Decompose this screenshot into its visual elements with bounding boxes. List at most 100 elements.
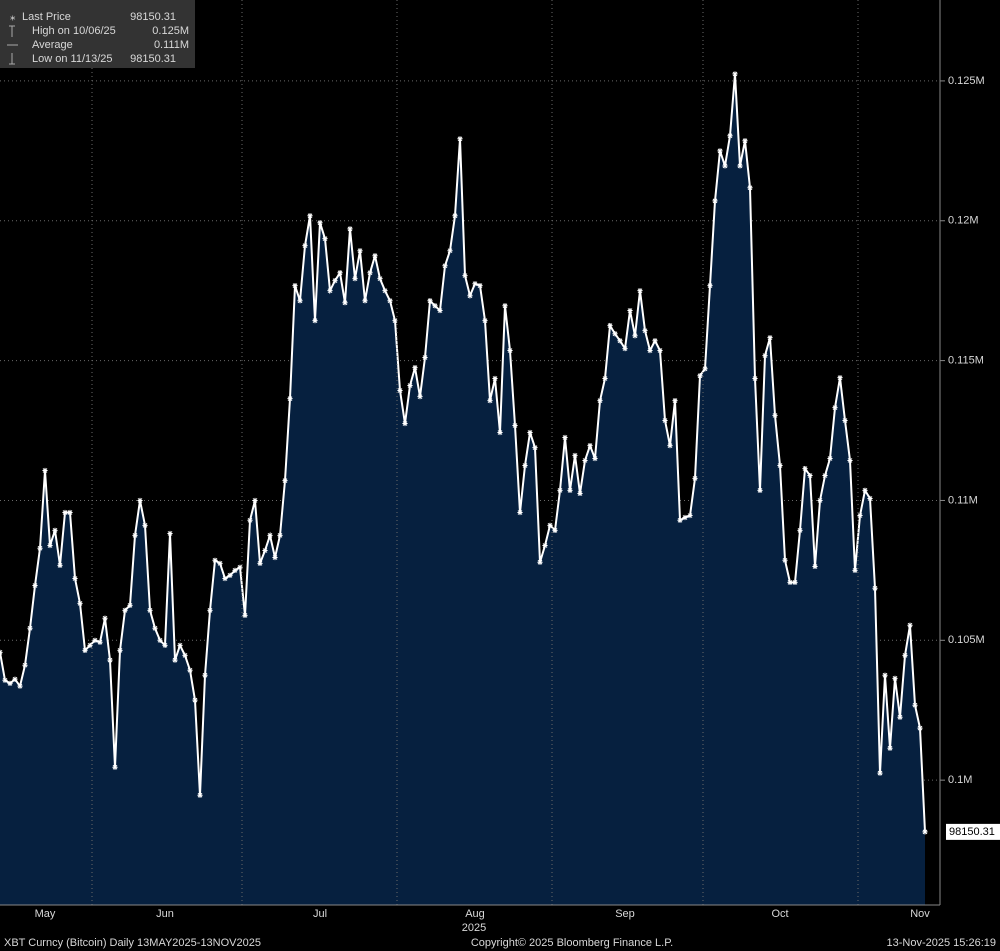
point-marker	[417, 394, 423, 400]
point-marker	[452, 213, 458, 219]
point-marker	[742, 138, 748, 144]
point-marker	[262, 547, 268, 554]
point-marker	[32, 582, 38, 589]
point-marker	[437, 307, 443, 314]
point-marker	[482, 318, 488, 324]
point-marker	[392, 318, 398, 324]
point-marker	[542, 542, 548, 549]
y-tick-label: 0.12M	[948, 215, 979, 227]
x-tick-label: Jun	[156, 908, 174, 920]
point-marker	[462, 272, 468, 279]
point-marker	[107, 657, 113, 663]
point-marker	[127, 602, 133, 608]
point-marker	[697, 373, 703, 379]
point-marker	[892, 675, 898, 681]
point-marker	[547, 522, 553, 528]
point-marker	[177, 642, 183, 648]
legend-label: Low on 11/13/25	[32, 53, 113, 65]
point-marker	[572, 452, 578, 459]
point-marker	[687, 512, 693, 519]
point-marker	[202, 672, 208, 678]
y-tick-label: 0.115M	[948, 355, 984, 367]
point-marker	[442, 263, 448, 269]
point-marker	[837, 375, 843, 381]
point-marker	[582, 457, 588, 464]
point-marker	[477, 283, 483, 289]
point-marker	[922, 829, 928, 835]
point-marker	[377, 276, 383, 282]
plot-area	[0, 71, 940, 905]
point-marker	[367, 270, 373, 276]
point-marker	[192, 697, 198, 703]
point-marker	[27, 625, 33, 631]
point-marker	[867, 495, 873, 502]
point-marker	[157, 637, 163, 643]
point-marker	[492, 375, 498, 382]
point-marker	[422, 354, 428, 361]
point-marker	[527, 429, 533, 436]
point-marker	[702, 366, 708, 372]
point-marker	[227, 572, 233, 579]
point-marker	[257, 560, 263, 566]
point-marker	[57, 562, 63, 568]
point-marker	[767, 335, 773, 341]
point-marker	[72, 575, 78, 582]
point-marker	[352, 276, 358, 282]
point-marker	[897, 714, 903, 720]
point-marker	[557, 487, 563, 493]
legend-value: 0.125M	[152, 25, 189, 37]
point-marker	[12, 676, 18, 682]
area	[0, 73, 925, 905]
point-marker	[322, 236, 328, 242]
point-marker	[717, 148, 723, 154]
point-marker	[822, 472, 828, 479]
point-marker	[17, 683, 23, 689]
point-marker	[737, 163, 743, 169]
point-marker	[412, 364, 418, 371]
point-marker	[877, 770, 883, 776]
point-marker	[852, 567, 858, 573]
point-marker	[607, 323, 613, 329]
point-marker	[242, 612, 248, 619]
point-marker	[172, 657, 178, 663]
point-marker	[612, 331, 618, 337]
x-tick-label: May	[35, 908, 56, 920]
point-marker	[757, 487, 763, 493]
point-marker	[752, 375, 758, 382]
x-tick-label: Aug	[465, 908, 485, 920]
point-marker	[212, 557, 218, 563]
point-marker	[657, 347, 663, 354]
point-marker	[272, 554, 278, 561]
point-marker	[807, 472, 813, 479]
point-marker	[762, 352, 768, 359]
point-marker	[517, 509, 523, 516]
point-marker	[872, 585, 878, 591]
point-marker	[732, 71, 738, 77]
point-marker	[7, 680, 13, 686]
point-marker	[67, 509, 73, 516]
point-marker	[692, 475, 698, 481]
point-marker	[562, 434, 568, 441]
point-marker	[722, 163, 728, 169]
point-marker	[312, 318, 318, 324]
point-marker	[847, 457, 853, 464]
point-marker	[332, 278, 338, 284]
legend-label: High on 10/06/25	[32, 25, 116, 37]
point-marker	[407, 382, 413, 389]
point-marker	[252, 497, 258, 504]
point-marker	[37, 545, 43, 551]
point-marker	[447, 248, 453, 254]
point-marker	[552, 527, 558, 533]
point-marker	[317, 220, 323, 226]
point-marker	[772, 412, 778, 419]
point-marker	[787, 579, 793, 586]
point-marker	[792, 579, 798, 586]
x-year-label: 2025	[462, 922, 486, 934]
x-tick-label: Nov	[910, 908, 930, 920]
point-marker	[382, 288, 388, 294]
point-marker	[622, 345, 628, 352]
point-marker	[577, 490, 583, 497]
point-marker	[467, 293, 473, 299]
point-marker	[142, 522, 148, 528]
